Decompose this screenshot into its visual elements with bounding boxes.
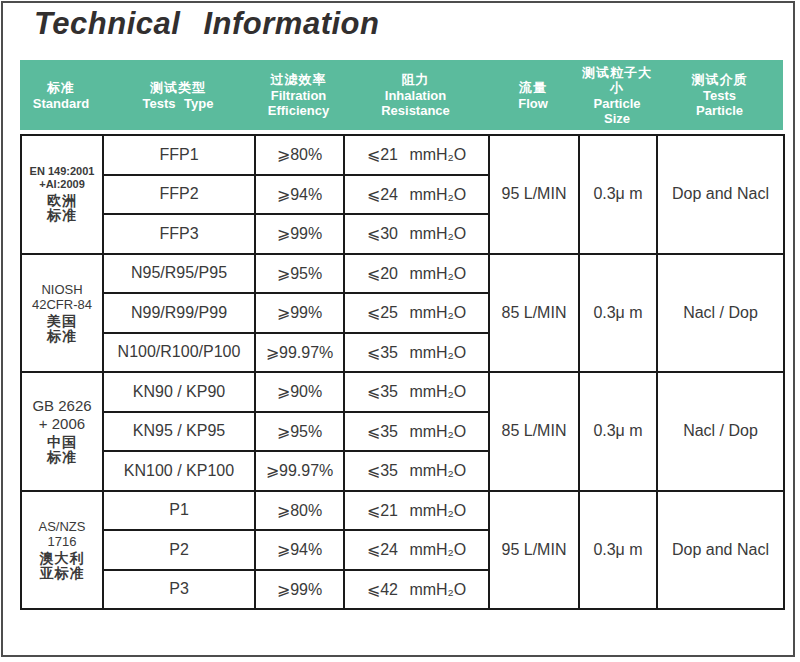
test-particle-cell: Dop and Nacl bbox=[657, 491, 784, 610]
header-filtration-efficiency-zh: 过滤效率 bbox=[271, 72, 327, 87]
standard-cell: EN 149:2001 +AI:2009 欧洲 标准 bbox=[21, 135, 103, 254]
technical-information-page: Technical Information 标准 Standard 测试类型 T… bbox=[0, 0, 800, 662]
efficiency-cell: ⩾95% bbox=[255, 254, 344, 294]
header-inhalation-resistance-en: Inhalation Resistance bbox=[381, 88, 450, 118]
standard-code: NIOSH 42CFR-84 bbox=[22, 282, 102, 312]
header-tests-type-en: Tests Type bbox=[143, 96, 214, 111]
efficiency-cell: ⩾99% bbox=[255, 293, 344, 333]
header-flow: 流量 Flow bbox=[488, 60, 578, 130]
test-type-cell: N95/R95/P95 bbox=[103, 254, 255, 294]
efficiency-cell: ⩾90% bbox=[255, 372, 344, 412]
standard-code: GB 2626 + 2006 bbox=[22, 397, 102, 433]
table-row: EN 149:2001 +AI:2009 欧洲 标准 FFP1 ⩾80% ⩽21… bbox=[21, 135, 784, 175]
group-gb2626: GB 2626 + 2006 中国 标准 KN90 / KP90 ⩾90% ⩽3… bbox=[21, 372, 784, 491]
test-type-cell: FFP2 bbox=[103, 175, 255, 215]
test-type-cell: KN100 / KP100 bbox=[103, 451, 255, 491]
test-type-cell: P2 bbox=[103, 530, 255, 570]
efficiency-cell: ⩾94% bbox=[255, 175, 344, 215]
header-particle-size-zh: 测试粒子大小 bbox=[578, 65, 656, 95]
resistance-cell: ⩽35 mmH₂O bbox=[344, 412, 489, 452]
standard-cjk: 中国 标准 bbox=[22, 435, 102, 465]
header-tests-type-zh: 测试类型 bbox=[150, 80, 206, 95]
header-standard-en: Standard bbox=[33, 96, 89, 111]
test-type-cell: P1 bbox=[103, 491, 255, 531]
header-particle-size-en: Particle Size bbox=[594, 96, 641, 126]
header-tests-particle: 测试介质 Tests Particle bbox=[656, 60, 783, 130]
resistance-cell: ⩽42 mmH₂O bbox=[344, 570, 489, 610]
test-type-cell: FFP3 bbox=[103, 214, 255, 254]
group-niosh: NIOSH 42CFR-84 美国 标准 N95/R95/P95 ⩾95% ⩽2… bbox=[21, 254, 784, 373]
test-type-cell: FFP1 bbox=[103, 135, 255, 175]
standard-cjk: 澳大利 亚标准 bbox=[22, 551, 102, 581]
standard-cell: AS/NZS 1716 澳大利 亚标准 bbox=[21, 491, 103, 610]
header-flow-zh: 流量 bbox=[519, 80, 547, 95]
resistance-cell: ⩽25 mmH₂O bbox=[344, 293, 489, 333]
table-row: AS/NZS 1716 澳大利 亚标准 P1 ⩾80% ⩽21 mmH₂O 95… bbox=[21, 491, 784, 531]
standard-code: AS/NZS 1716 bbox=[22, 519, 102, 549]
table-row: GB 2626 + 2006 中国 标准 KN90 / KP90 ⩾90% ⩽3… bbox=[21, 372, 784, 412]
standard-cell: NIOSH 42CFR-84 美国 标准 bbox=[21, 254, 103, 373]
header-inhalation-resistance-zh: 阻力 bbox=[402, 72, 430, 87]
header-filtration-efficiency-en: Filtration Efficiency bbox=[268, 88, 329, 118]
resistance-cell: ⩽21 mmH₂O bbox=[344, 491, 489, 531]
header-filtration-efficiency: 过滤效率 Filtration Efficiency bbox=[254, 60, 343, 130]
test-particle-cell: Nacl / Dop bbox=[657, 254, 784, 373]
header-standard: 标准 Standard bbox=[20, 60, 102, 130]
flow-cell: 95 L/MIN bbox=[489, 491, 579, 610]
group-en149: EN 149:2001 +AI:2009 欧洲 标准 FFP1 ⩾80% ⩽21… bbox=[21, 135, 784, 254]
efficiency-cell: ⩾99% bbox=[255, 214, 344, 254]
test-type-cell: N100/R100/P100 bbox=[103, 333, 255, 373]
header-particle-size: 测试粒子大小 Particle Size bbox=[578, 60, 656, 130]
standard-cjk: 美国 标准 bbox=[22, 314, 102, 344]
efficiency-cell: ⩾80% bbox=[255, 135, 344, 175]
table-row: NIOSH 42CFR-84 美国 标准 N95/R95/P95 ⩾95% ⩽2… bbox=[21, 254, 784, 294]
test-type-cell: KN95 / KP95 bbox=[103, 412, 255, 452]
particle-size-cell: 0.3μ m bbox=[579, 135, 657, 254]
table-header-row: 标准 Standard 测试类型 Tests Type 过滤效率 Filtrat… bbox=[20, 60, 783, 130]
resistance-cell: ⩽35 mmH₂O bbox=[344, 372, 489, 412]
particle-size-cell: 0.3μ m bbox=[579, 372, 657, 491]
efficiency-cell: ⩾99.97% bbox=[255, 333, 344, 373]
particle-size-cell: 0.3μ m bbox=[579, 254, 657, 373]
header-tests-type: 测试类型 Tests Type bbox=[102, 60, 254, 130]
standard-cjk: 欧洲 标准 bbox=[22, 193, 102, 223]
header-tests-particle-en: Tests Particle bbox=[696, 88, 743, 118]
resistance-cell: ⩽35 mmH₂O bbox=[344, 451, 489, 491]
header-tests-particle-zh: 测试介质 bbox=[692, 72, 748, 87]
standard-code: EN 149:2001 +AI:2009 bbox=[22, 165, 102, 191]
resistance-cell: ⩽21 mmH₂O bbox=[344, 135, 489, 175]
header-inhalation-resistance: 阻力 Inhalation Resistance bbox=[343, 60, 488, 130]
standards-table: EN 149:2001 +AI:2009 欧洲 标准 FFP1 ⩾80% ⩽21… bbox=[20, 134, 785, 610]
test-type-cell: N99/R99/P99 bbox=[103, 293, 255, 333]
resistance-cell: ⩽24 mmH₂O bbox=[344, 175, 489, 215]
flow-cell: 85 L/MIN bbox=[489, 254, 579, 373]
efficiency-cell: ⩾94% bbox=[255, 530, 344, 570]
test-particle-cell: Dop and Nacl bbox=[657, 135, 784, 254]
particle-size-cell: 0.3μ m bbox=[579, 491, 657, 610]
standard-cell: GB 2626 + 2006 中国 标准 bbox=[21, 372, 103, 491]
header-flow-en: Flow bbox=[518, 96, 548, 111]
resistance-cell: ⩽24 mmH₂O bbox=[344, 530, 489, 570]
flow-cell: 95 L/MIN bbox=[489, 135, 579, 254]
flow-cell: 85 L/MIN bbox=[489, 372, 579, 491]
resistance-cell: ⩽35 mmH₂O bbox=[344, 333, 489, 373]
header-standard-zh: 标准 bbox=[47, 80, 75, 95]
group-asnzs: AS/NZS 1716 澳大利 亚标准 P1 ⩾80% ⩽21 mmH₂O 95… bbox=[21, 491, 784, 610]
efficiency-cell: ⩾99.97% bbox=[255, 451, 344, 491]
efficiency-cell: ⩾99% bbox=[255, 570, 344, 610]
test-type-cell: KN90 / KP90 bbox=[103, 372, 255, 412]
page-title: Technical Information bbox=[34, 6, 379, 42]
efficiency-cell: ⩾80% bbox=[255, 491, 344, 531]
test-particle-cell: Nacl / Dop bbox=[657, 372, 784, 491]
efficiency-cell: ⩾95% bbox=[255, 412, 344, 452]
test-type-cell: P3 bbox=[103, 570, 255, 610]
resistance-cell: ⩽20 mmH₂O bbox=[344, 254, 489, 294]
resistance-cell: ⩽30 mmH₂O bbox=[344, 214, 489, 254]
